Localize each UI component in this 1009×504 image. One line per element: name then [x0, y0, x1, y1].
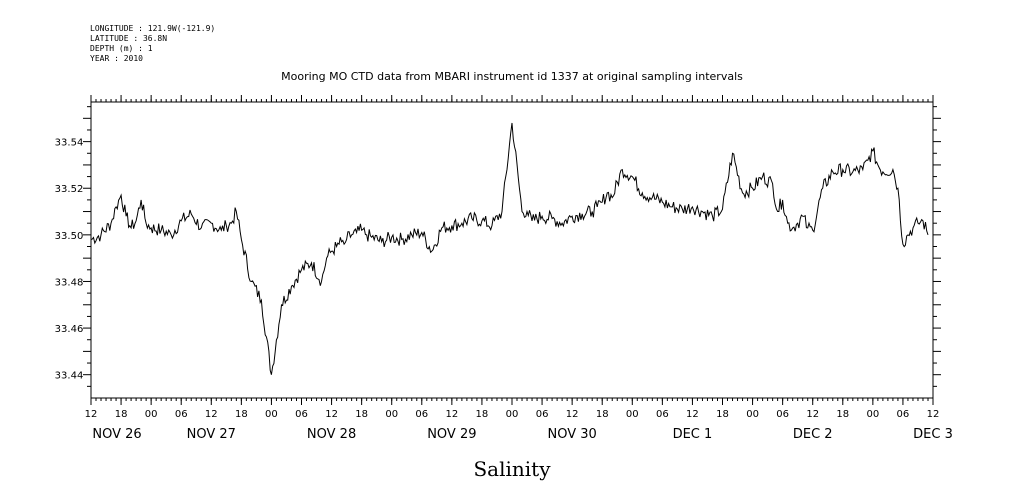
- x-tick-label: 00: [866, 409, 879, 420]
- year-label: YEAR : 2010: [90, 54, 143, 63]
- series-group: [90, 122, 929, 375]
- x-tick-label: 06: [295, 409, 308, 420]
- x-tick-label: 12: [205, 409, 218, 420]
- y-tick-label: 33.50: [55, 231, 84, 242]
- x-tick-label: 18: [596, 409, 609, 420]
- x-tick-label: 12: [686, 409, 699, 420]
- day-label: NOV 27: [187, 427, 236, 442]
- day-label: NOV 30: [547, 427, 596, 442]
- x-tick-label: 00: [265, 409, 278, 420]
- chart-title: Mooring MO CTD data from MBARI instrumen…: [281, 70, 743, 83]
- x-tick-labels: 12 18 00 06 12 18 00 06 12 18 00 06 12 18 00 06 12 18 00 06…: [85, 409, 940, 420]
- x-tick-label: 18: [836, 409, 849, 420]
- longitude-label: LONGITUDE : 121.9W(-121.9): [90, 24, 215, 33]
- x-tick-label: 00: [506, 409, 519, 420]
- x-tick-label: 18: [716, 409, 729, 420]
- day-label: DEC 3: [913, 427, 953, 442]
- x-tick-label: 12: [927, 409, 940, 420]
- x-tick-label: 00: [746, 409, 759, 420]
- x-tick-label: 06: [536, 409, 549, 420]
- y-tick-label: 33.54: [55, 138, 84, 149]
- x-tick-label: 18: [476, 409, 489, 420]
- x-axis-title: Salinity: [473, 457, 551, 481]
- x-tick-label: 18: [355, 409, 368, 420]
- x-tick-label: 06: [415, 409, 428, 420]
- day-labels: NOV 26 NOV 27 NOV 28 NOV 29 NOV 30 DEC 1 DEC 2…: [92, 427, 953, 442]
- day-label: DEC 1: [673, 427, 713, 442]
- x-tick-label: 12: [445, 409, 458, 420]
- x-tick-label: 12: [85, 409, 98, 420]
- x-tick-label: 12: [566, 409, 579, 420]
- x-tick-label: 06: [776, 409, 789, 420]
- y-tick-label: 33.48: [55, 277, 84, 288]
- x-tick-label: 00: [385, 409, 398, 420]
- day-label: NOV 26: [92, 427, 141, 442]
- major-ticks: [83, 95, 941, 405]
- x-tick-label: 06: [656, 409, 669, 420]
- x-tick-label: 12: [325, 409, 338, 420]
- latitude-label: LATITUDE : 36.8N: [90, 34, 167, 43]
- plot-frame: [90, 101, 934, 399]
- y-tick-labels: 33.44 33.46 33.48 33.50 33.52 33.54: [55, 138, 84, 382]
- day-label: NOV 28: [307, 427, 356, 442]
- x-tick-label: 18: [115, 409, 128, 420]
- depth-label: DEPTH (m) : 1: [90, 44, 153, 53]
- x-tick-label: 18: [235, 409, 248, 420]
- day-label: DEC 2: [793, 427, 833, 442]
- minor-ticks: [87, 99, 937, 401]
- x-tick-label: 12: [806, 409, 819, 420]
- y-tick-label: 33.52: [55, 184, 84, 195]
- salinity-series-line: [90, 122, 929, 375]
- x-tick-label: 00: [626, 409, 639, 420]
- y-tick-label: 33.44: [55, 371, 84, 382]
- day-label: NOV 29: [427, 427, 476, 442]
- y-tick-label: 33.46: [55, 324, 84, 335]
- x-tick-label: 00: [145, 409, 158, 420]
- x-tick-label: 06: [897, 409, 910, 420]
- x-tick-label: 06: [175, 409, 188, 420]
